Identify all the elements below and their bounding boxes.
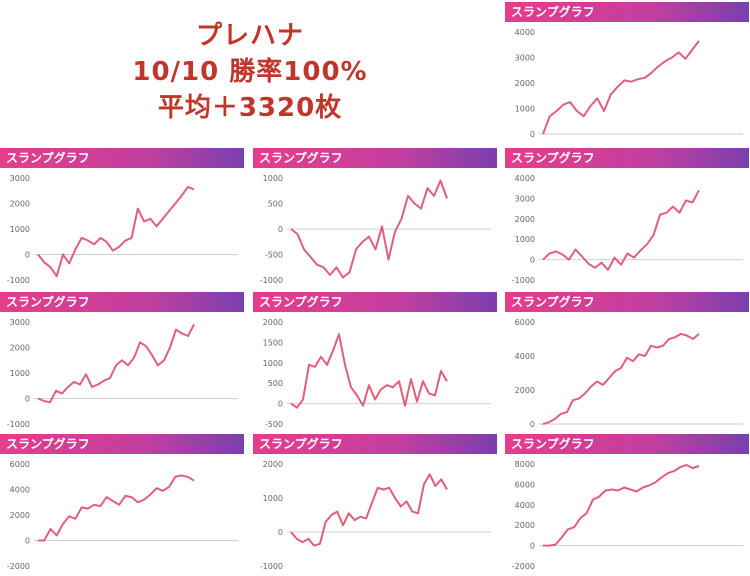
y-tick-label: -1000 xyxy=(512,276,535,285)
panel-title: スランプグラフ xyxy=(505,2,749,22)
series-line xyxy=(290,333,448,409)
y-tick-label: 2000 xyxy=(515,79,535,88)
y-tick-label: 1000 xyxy=(515,235,535,244)
y-tick-label: -500 xyxy=(265,420,283,429)
y-tick-label: 2000 xyxy=(515,521,535,530)
panel-title: スランプグラフ xyxy=(0,148,244,168)
slump-graph-panel: スランプグラフ -1000 -500 0 500 1000 xyxy=(253,148,497,288)
y-tick-label: 1000 xyxy=(263,359,283,368)
y-tick-label: 1000 xyxy=(263,174,283,183)
y-tick-label: 0 xyxy=(530,130,535,139)
y-tick-label: 6000 xyxy=(515,318,535,327)
y-tick-label: 2000 xyxy=(10,511,30,520)
y-tick-label: 3000 xyxy=(10,318,30,327)
slump-graph-panel: スランプグラフ -2000 0 2000 4000 6000 xyxy=(0,434,244,574)
slump-graph-panel: スランプグラフ -1000 0 1000 2000 3000 4000 xyxy=(505,148,749,288)
title-line-3: 平均＋3320枚 xyxy=(157,93,343,123)
slump-graph-chart: -2000 0 2000 4000 6000 8000 xyxy=(512,460,743,571)
y-tick-label: 2000 xyxy=(263,318,283,327)
slump-graph-chart: -1000 0 1000 2000 3000 4000 xyxy=(512,174,743,285)
y-tick-label: -2000 xyxy=(7,562,30,571)
y-tick-label: -1000 xyxy=(260,276,283,285)
panel-title: スランプグラフ xyxy=(0,292,244,312)
panel-title: スランプグラフ xyxy=(505,292,749,312)
y-tick-label: 1000 xyxy=(10,225,30,234)
y-tick-label: 3000 xyxy=(10,174,30,183)
series-line xyxy=(542,332,700,425)
y-tick-label: 0 xyxy=(25,251,30,260)
series-line xyxy=(38,474,195,542)
y-tick-label: 2000 xyxy=(515,215,535,224)
y-tick-label: 0 xyxy=(530,542,535,551)
slump-graph-chart: -1000 0 1000 2000 3000 xyxy=(7,174,238,285)
series-line xyxy=(290,179,448,279)
y-tick-label: -1000 xyxy=(260,562,283,571)
y-tick-label: -500 xyxy=(265,251,283,260)
slump-graph-panel: スランプグラフ -1000 0 1000 2000 3000 xyxy=(0,292,244,432)
title-line-1: プレハナ xyxy=(195,21,304,51)
series-line xyxy=(290,473,448,547)
y-tick-label: 4000 xyxy=(515,28,535,37)
y-tick-label: 2000 xyxy=(10,200,30,209)
y-tick-label: 500 xyxy=(268,200,283,209)
y-tick-label: 0 xyxy=(278,528,283,537)
slump-graph-panel: スランプグラフ -1000 0 1000 2000 xyxy=(253,434,497,574)
series-line xyxy=(37,324,195,404)
y-tick-label: 0 xyxy=(278,400,283,409)
panel-title: スランプグラフ xyxy=(505,148,749,168)
slump-graph-chart: -1000 0 1000 2000 xyxy=(260,460,491,571)
panel-title: スランプグラフ xyxy=(253,292,497,312)
y-tick-label: 4000 xyxy=(10,486,30,495)
panel-title: スランプグラフ xyxy=(253,434,497,454)
slump-graph-chart: 0 2000 4000 6000 xyxy=(515,318,743,429)
y-tick-label: -1000 xyxy=(7,276,30,285)
y-tick-label: 4000 xyxy=(515,174,535,183)
y-tick-label: 3000 xyxy=(515,194,535,203)
y-tick-label: 4000 xyxy=(515,352,535,361)
panel-title: スランプグラフ xyxy=(253,148,497,168)
y-tick-label: 0 xyxy=(278,225,283,234)
slump-graph-chart: -500 0 500 1000 1500 2000 xyxy=(263,318,491,429)
y-tick-label: 2000 xyxy=(515,386,535,395)
y-tick-label: 6000 xyxy=(515,480,535,489)
y-tick-label: 6000 xyxy=(10,460,30,469)
y-tick-label: 1500 xyxy=(263,338,283,347)
panel-title: スランプグラフ xyxy=(505,434,749,454)
y-tick-label: 4000 xyxy=(515,501,535,510)
y-tick-label: 2000 xyxy=(263,460,283,469)
series-line xyxy=(542,189,700,271)
y-tick-label: 8000 xyxy=(515,460,535,469)
slump-graph-panel: スランプグラフ -2000 0 2000 4000 6000 8000 xyxy=(505,434,749,574)
series-line xyxy=(542,40,700,135)
y-tick-label: -2000 xyxy=(512,562,535,571)
y-tick-label: 2000 xyxy=(10,344,30,353)
y-tick-label: 500 xyxy=(268,379,283,388)
y-tick-label: 0 xyxy=(25,537,30,546)
slump-graph-chart: -1000 -500 0 500 1000 xyxy=(260,174,491,285)
slump-graph-panel: スランプグラフ -1000 0 1000 2000 3000 xyxy=(0,148,244,288)
slump-graph-panel: スランプグラフ 0 2000 4000 6000 xyxy=(505,292,749,432)
y-tick-label: 0 xyxy=(530,256,535,265)
series-line xyxy=(37,185,195,278)
y-tick-label: -1000 xyxy=(7,420,30,429)
title-line-2: 10/10 勝率100% xyxy=(132,57,368,87)
y-tick-label: 1000 xyxy=(263,494,283,503)
panel-title: スランプグラフ xyxy=(0,434,244,454)
slump-graph-chart: -1000 0 1000 2000 3000 xyxy=(7,318,238,429)
y-tick-label: 3000 xyxy=(515,54,535,63)
summary-title: プレハナ 10/10 勝率100% 平均＋3320枚 xyxy=(0,0,500,140)
series-line xyxy=(543,464,700,547)
y-tick-label: 1000 xyxy=(515,105,535,114)
y-tick-label: 0 xyxy=(25,395,30,404)
slump-graph-chart: 0 1000 2000 3000 4000 xyxy=(515,28,743,139)
slump-graph-panel: スランプグラフ -500 0 500 1000 1500 2000 xyxy=(253,292,497,432)
slump-graph-chart: -2000 0 2000 4000 6000 xyxy=(7,460,238,571)
slump-graph-panel: スランプグラフ 0 1000 2000 3000 4000 xyxy=(505,2,749,142)
y-tick-label: 1000 xyxy=(10,369,30,378)
y-tick-label: 0 xyxy=(530,420,535,429)
